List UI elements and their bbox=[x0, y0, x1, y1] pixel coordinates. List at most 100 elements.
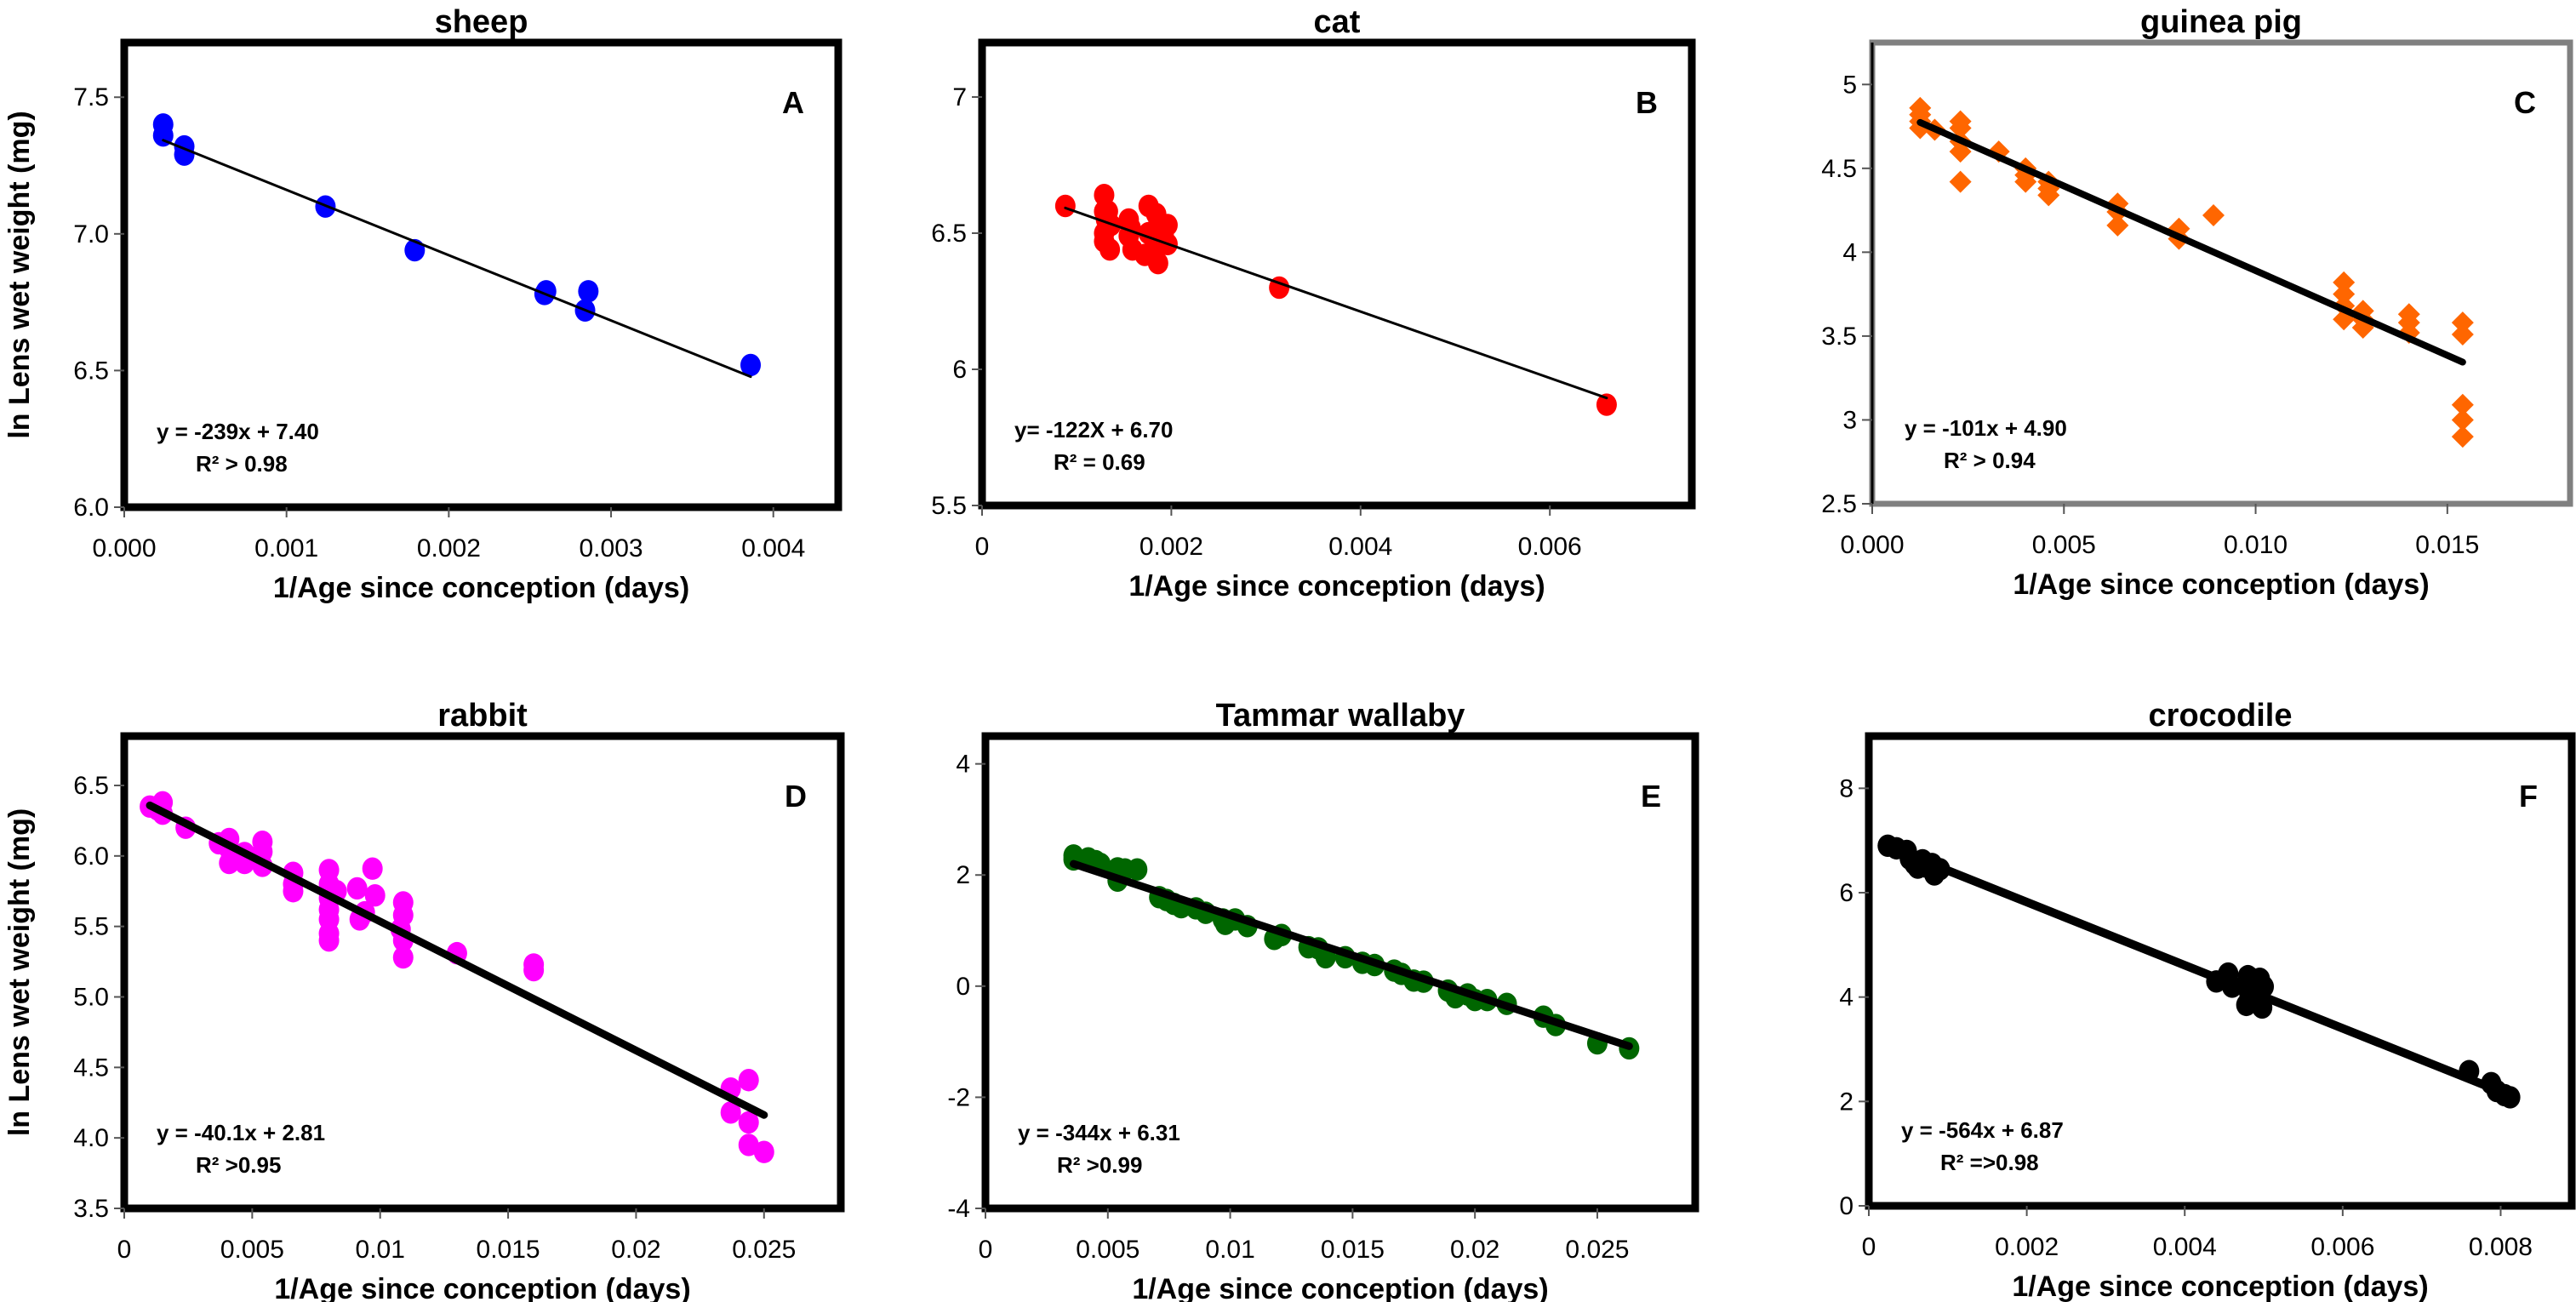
x-tick-label: 0.004 bbox=[741, 534, 805, 562]
trendline bbox=[1064, 206, 1608, 400]
plot-frame bbox=[981, 732, 1699, 1213]
data-point bbox=[2451, 408, 2474, 431]
data-point bbox=[1596, 393, 1617, 416]
trendline bbox=[162, 139, 752, 379]
x-axis-label: 1/Age since conception (days) bbox=[2013, 568, 2429, 601]
panel-letter: F bbox=[2519, 779, 2538, 814]
x-tick-label: 0.01 bbox=[356, 1236, 405, 1264]
plot-frame bbox=[120, 38, 842, 511]
data-point bbox=[219, 851, 240, 875]
panel-title: sheep bbox=[435, 4, 528, 40]
x-tick-label: 0.008 bbox=[2469, 1233, 2533, 1261]
data-point bbox=[578, 280, 599, 303]
y-tick-label: 6.5 bbox=[931, 220, 967, 248]
panel-title: rabbit bbox=[437, 698, 528, 734]
data-point bbox=[2451, 425, 2474, 448]
r-squared-label: R² > 0.94 bbox=[1944, 448, 2036, 473]
y-tick-label: 4 bbox=[956, 751, 970, 779]
regression-equation: y = -344x + 6.31 bbox=[1018, 1120, 1180, 1145]
y-tick-label: 6.0 bbox=[73, 494, 109, 522]
y-tick-label: 2 bbox=[956, 861, 970, 889]
trendline bbox=[1883, 842, 2515, 1100]
x-tick-label: 0.005 bbox=[2032, 531, 2096, 559]
data-point bbox=[740, 353, 762, 377]
data-point bbox=[1100, 238, 1121, 261]
y-tick-label: 5.5 bbox=[73, 913, 109, 941]
y-tick-label: 6 bbox=[952, 356, 967, 384]
data-point bbox=[523, 958, 545, 982]
y-axis-label: ln Lens wet weight (mg) bbox=[3, 808, 36, 1136]
y-tick-label: 3.5 bbox=[73, 1195, 109, 1223]
panel-sheep: 6.0 6.5 7.0 7.5 0.000 0.001 0.002 0.003 0.004 she… bbox=[3, 4, 842, 604]
data-point bbox=[720, 1101, 741, 1124]
y-tick-label: 3.5 bbox=[1821, 323, 1857, 351]
r-squared-label: R² >0.95 bbox=[196, 1152, 281, 1178]
panel-rabbit: 3.5 4.0 4.5 5.0 5.5 6.0 6.5 0 0.005 0.01 0.015 0.02… bbox=[3, 698, 845, 1302]
y-tick-label: -4 bbox=[947, 1195, 970, 1223]
r-squared-label: R² >0.99 bbox=[1057, 1152, 1142, 1178]
data-point bbox=[1949, 117, 1972, 140]
x-tick-label: 0.025 bbox=[1565, 1236, 1629, 1264]
panel-cat: 5.5 6 6.5 7 0 0.002 0.004 0.006 cat B 1/Age since … bbox=[931, 4, 1696, 602]
panel-letter: D bbox=[785, 779, 807, 814]
plot-frame bbox=[120, 732, 845, 1213]
x-tick-label: 0 bbox=[979, 1236, 993, 1264]
data-point bbox=[2014, 170, 2037, 193]
data-point bbox=[283, 880, 304, 903]
data-point bbox=[2451, 393, 2474, 416]
panel-letter: E bbox=[1641, 779, 1661, 814]
data-point bbox=[2333, 283, 2356, 306]
y-tick-label: 3 bbox=[1842, 406, 1857, 434]
y-tick-label: 6 bbox=[1839, 879, 1853, 907]
x-tick-label: 0.005 bbox=[1076, 1236, 1139, 1264]
x-tick-label: 0.004 bbox=[2153, 1233, 2217, 1261]
data-point bbox=[2333, 271, 2356, 294]
panel-crocodile: 0 2 4 6 8 0 0.002 0.004 0.006 0.008 crocodile F 1/Ag… bbox=[1839, 698, 2576, 1302]
panel-tammar-wallaby: -4 -2 0 2 4 0 0.005 0.01 0.015 0.02 0.025 Tammar wa… bbox=[947, 698, 1699, 1302]
x-tick-label: 0 bbox=[117, 1236, 132, 1264]
panel-title: guinea pig bbox=[2140, 4, 2302, 40]
regression-equation: y = -40.1x + 2.81 bbox=[157, 1120, 325, 1145]
x-tick-label: 0.002 bbox=[1139, 533, 1203, 561]
regression-equation: y = -101x + 4.90 bbox=[1905, 415, 2067, 441]
x-tick-label: 0.006 bbox=[1518, 533, 1582, 561]
x-axis-label: 1/Age since conception (days) bbox=[273, 572, 689, 604]
data-point bbox=[2451, 323, 2474, 345]
x-tick-label: 0.002 bbox=[1995, 1233, 2059, 1261]
data-point bbox=[753, 1140, 774, 1163]
y-tick-label: 5.0 bbox=[73, 983, 109, 1011]
y-tick-label: 7.0 bbox=[73, 220, 109, 248]
y-tick-label: 7 bbox=[952, 83, 967, 111]
r-squared-label: R² = 0.69 bbox=[1054, 449, 1145, 475]
y-tick-label: 0 bbox=[956, 973, 970, 1001]
x-tick-label: 0.005 bbox=[220, 1236, 284, 1264]
y-tick-label: 6.5 bbox=[73, 772, 109, 800]
x-tick-label: 0.003 bbox=[580, 534, 643, 562]
x-tick-label: 0.000 bbox=[1840, 531, 1904, 559]
y-tick-label: 8 bbox=[1839, 774, 1853, 802]
x-tick-label: 0 bbox=[1862, 1233, 1876, 1261]
panel-title: Tammar wallaby bbox=[1216, 698, 1465, 734]
x-axis-label: 1/Age since conception (days) bbox=[1128, 570, 1545, 602]
regression-equation: y = -564x + 6.87 bbox=[1901, 1117, 2064, 1143]
panel-guinea-pig: 2.5 3 3.5 4 4.5 5 0.000 0.005 0.010 0.015 guinea p… bbox=[1821, 4, 2573, 601]
panel-letter: A bbox=[782, 85, 804, 120]
plot-frame bbox=[978, 38, 1696, 510]
y-tick-label: -2 bbox=[947, 1083, 970, 1111]
x-tick-label: 0.006 bbox=[2310, 1233, 2374, 1261]
x-tick-label: 0.015 bbox=[2415, 531, 2479, 559]
r-squared-label: R² =>0.98 bbox=[1940, 1150, 2039, 1175]
data-point bbox=[2106, 214, 2129, 237]
regression-equation: y = -239x + 7.40 bbox=[157, 419, 319, 444]
data-point bbox=[738, 1134, 759, 1156]
data-point bbox=[346, 877, 368, 900]
x-tick-label: 0.000 bbox=[92, 534, 156, 562]
r-squared-label: R² > 0.98 bbox=[196, 451, 288, 477]
trendline bbox=[1916, 118, 2466, 366]
data-point bbox=[738, 1069, 759, 1092]
x-tick-label: 0.015 bbox=[477, 1236, 540, 1264]
data-point bbox=[1127, 858, 1148, 881]
x-axis-label: 1/Age since conception (days) bbox=[274, 1273, 690, 1302]
data-point bbox=[392, 945, 414, 969]
data-point bbox=[2451, 311, 2474, 334]
